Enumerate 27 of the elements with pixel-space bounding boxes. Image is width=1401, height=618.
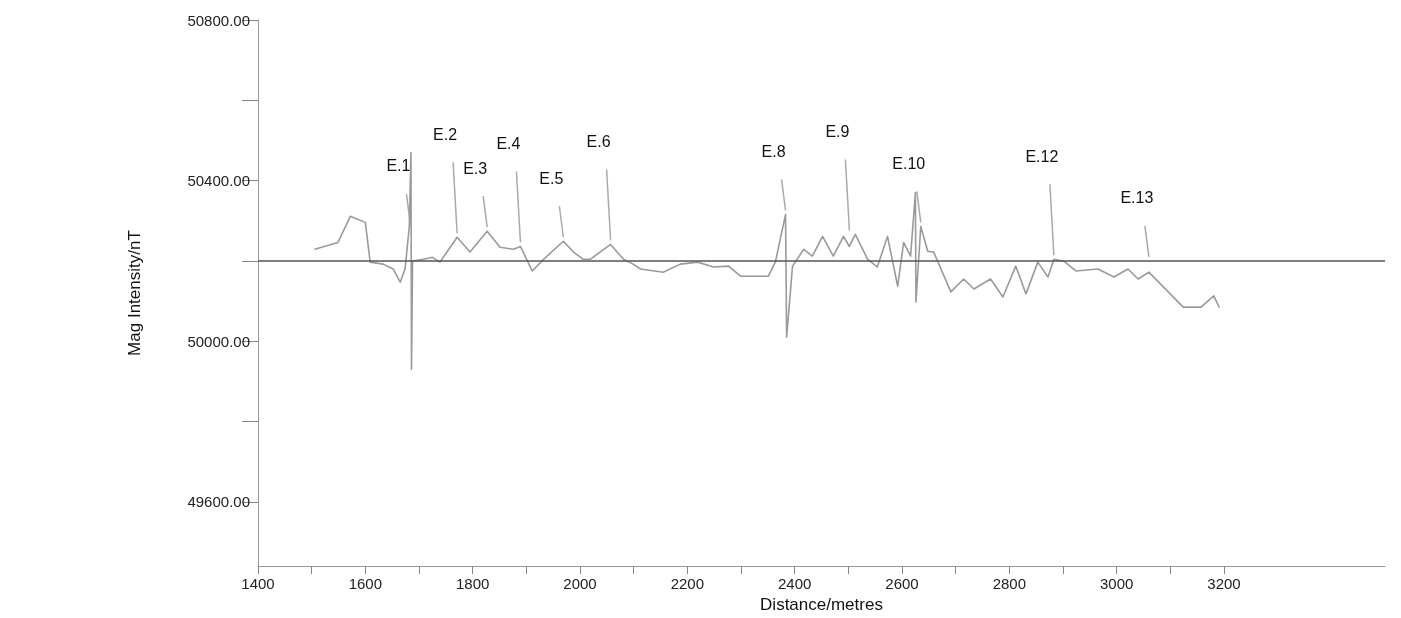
x-tick-label: 1400	[241, 575, 275, 593]
annotation: E.8	[761, 142, 786, 160]
annotation: E.5	[539, 169, 564, 187]
x-tick-label: 1600	[348, 575, 383, 593]
annotation: E.4	[496, 134, 521, 152]
x-tick-label: 2600	[885, 575, 919, 593]
x-tick-label: 3200	[1207, 575, 1241, 593]
y-tick-label: 50400.00	[187, 172, 250, 190]
y-tick-label: 49600.00	[187, 493, 250, 511]
annotation: E.10	[892, 154, 926, 172]
y-tick-label: 50800.00	[187, 11, 250, 29]
annotation: E.12	[1025, 147, 1059, 165]
y-tick-label: 50000.00	[187, 332, 250, 350]
y-axis-title: Mag Intensity/nT	[125, 230, 144, 356]
x-tick-label: 3000	[1099, 575, 1134, 593]
x-tick-label: 2200	[670, 575, 705, 593]
annotation: E.9	[825, 122, 850, 140]
x-tick-label: 2000	[563, 575, 597, 593]
x-tick-label: 2800	[992, 575, 1027, 593]
annotation: E.1	[386, 157, 411, 175]
annotation: E.6	[586, 132, 611, 150]
x-tick-label: 1800	[455, 575, 490, 593]
annotation: E.3	[463, 159, 488, 177]
x-tick-label: 2400	[777, 575, 812, 593]
annotation: E.2	[433, 125, 458, 143]
annotation: E.13	[1120, 189, 1154, 207]
x-axis-title: Distance/metres	[760, 595, 883, 614]
